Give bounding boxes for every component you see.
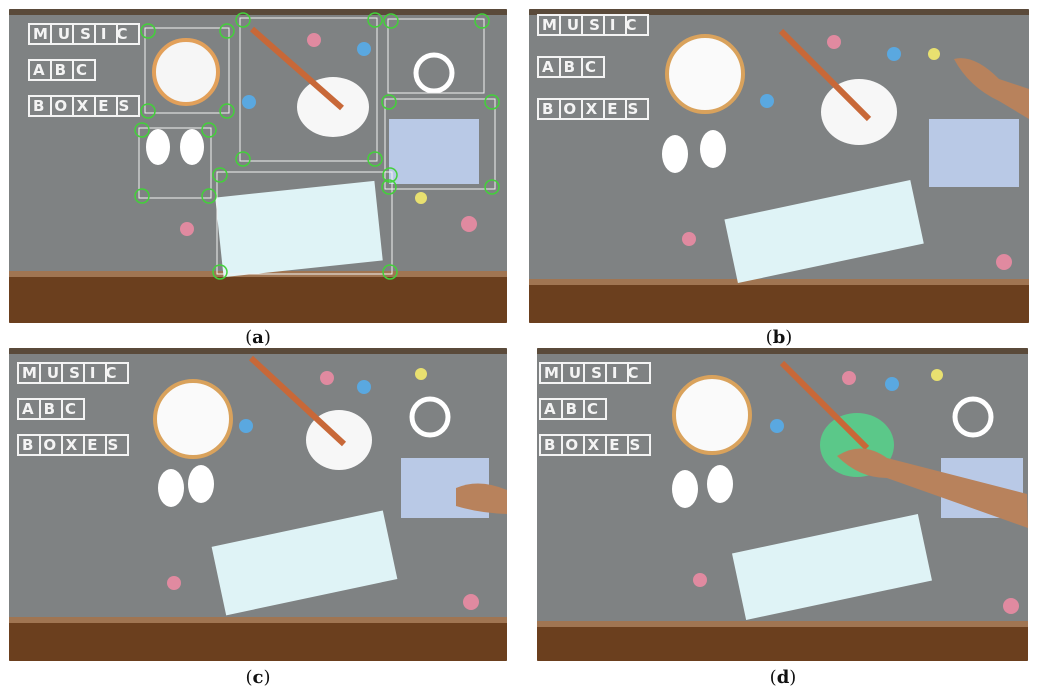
caption-d-label: d xyxy=(776,667,790,688)
maracas xyxy=(672,465,733,508)
title-row-3-text: BOXES xyxy=(33,97,139,115)
panel-a: MUSIC ABC BOXES xyxy=(9,9,507,323)
title-row-1-text: MUSIC xyxy=(33,25,138,43)
title-row-3: BOXES xyxy=(542,100,648,118)
accordion xyxy=(389,119,479,184)
music-notes xyxy=(180,33,477,236)
accordion xyxy=(929,119,1019,187)
tracking-markers xyxy=(134,12,500,280)
title-row-2-text: ABC xyxy=(544,400,608,418)
title-row-1: MUSIC xyxy=(33,25,138,43)
grid-overlay xyxy=(138,17,496,275)
caption-a-label: a xyxy=(252,327,264,348)
tambourine xyxy=(672,375,752,455)
caption-b: (b) xyxy=(765,327,793,348)
mandolin xyxy=(250,26,369,137)
title-row-3-text: BOXES xyxy=(542,100,648,118)
xylophone xyxy=(732,513,932,621)
title-row-1: MUSIC xyxy=(544,364,649,382)
hand xyxy=(456,483,507,514)
hand xyxy=(837,448,1028,528)
xylophone xyxy=(724,179,924,284)
panel-c-image: MUSIC ABC BOXES xyxy=(9,348,507,661)
panel-c: MUSIC ABC BOXES xyxy=(9,348,507,661)
mandolin xyxy=(248,355,372,470)
title-row-1: MUSIC xyxy=(542,16,647,34)
mandolin xyxy=(778,28,897,145)
panel-d: MUSIC ABC BOXES xyxy=(537,348,1028,661)
music-abc-boxes-title: MUSIC ABC BOXES xyxy=(539,362,651,456)
maracas xyxy=(662,130,726,173)
music-notes xyxy=(682,35,1012,270)
xylophone xyxy=(215,180,383,278)
xylophone xyxy=(211,510,398,616)
tambourine xyxy=(152,38,220,106)
title-row-3: BOXES xyxy=(22,436,128,454)
music-abc-boxes-title: MUSIC ABC BOXES xyxy=(537,14,649,120)
title-row-2: ABC xyxy=(544,400,608,418)
tambourine xyxy=(665,34,745,114)
panel-b: MUSIC ABC BOXES xyxy=(529,9,1029,323)
title-row-3: BOXES xyxy=(33,97,139,115)
title-row-2-text: ABC xyxy=(22,400,86,418)
title-row-2-text: ABC xyxy=(33,61,97,79)
title-row-2-text: ABC xyxy=(542,58,606,76)
caption-a: (a) xyxy=(245,327,271,348)
panel-d-image: MUSIC ABC BOXES xyxy=(537,348,1028,661)
title-row-3-text: BOXES xyxy=(22,436,128,454)
music-abc-boxes-title: MUSIC ABC BOXES xyxy=(28,23,140,117)
caption-c-label: c xyxy=(252,667,264,688)
maracas xyxy=(158,465,214,507)
horn xyxy=(952,396,994,438)
panel-a-image: MUSIC ABC BOXES xyxy=(9,9,507,323)
title-row-2: ABC xyxy=(542,58,606,76)
title-row-3-text: BOXES xyxy=(544,436,650,454)
title-row-1-text: MUSIC xyxy=(544,364,649,382)
music-notes xyxy=(167,368,479,610)
music-notes xyxy=(693,369,1019,614)
tambourine xyxy=(153,379,233,459)
title-row-1-text: MUSIC xyxy=(542,16,647,34)
maracas xyxy=(146,129,204,165)
caption-b-label: b xyxy=(772,327,786,348)
music-abc-boxes-title: MUSIC ABC BOXES xyxy=(17,362,129,456)
horn xyxy=(413,52,455,94)
caption-c: (c) xyxy=(245,667,271,688)
hand xyxy=(954,58,1029,119)
caption-d: (d) xyxy=(769,667,797,688)
title-row-1: MUSIC xyxy=(22,364,127,382)
title-row-1-text: MUSIC xyxy=(22,364,127,382)
title-row-3: BOXES xyxy=(544,436,650,454)
panel-b-image: MUSIC ABC BOXES xyxy=(529,9,1029,323)
horn xyxy=(409,396,451,438)
title-row-2: ABC xyxy=(33,61,97,79)
title-row-2: ABC xyxy=(22,400,86,418)
